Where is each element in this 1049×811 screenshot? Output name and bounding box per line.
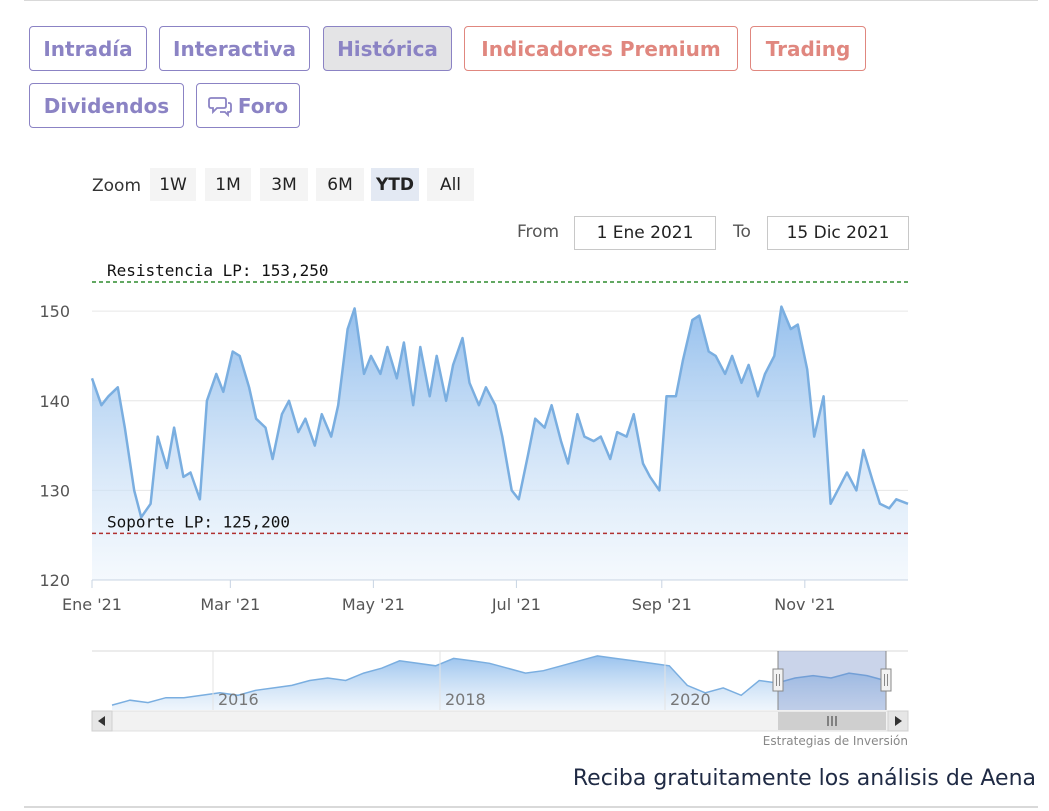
zoom-label: Zoom [92, 176, 142, 196]
price-area-fill [92, 306, 908, 580]
navigator[interactable]: 2016 2018 2020 [91, 650, 909, 732]
scroll-left-arrow-icon [98, 716, 105, 726]
navigator-year-label: 2018 [445, 690, 486, 709]
tab-foro[interactable]: Foro [196, 83, 300, 128]
y-tick-label: 130 [39, 481, 70, 500]
y-tick-label: 120 [39, 571, 70, 590]
navigator-year-label: 2016 [218, 690, 259, 709]
y-tick-label: 140 [39, 392, 70, 411]
zoom-ytd-button[interactable]: YTD [371, 168, 419, 201]
from-label: From [517, 222, 560, 242]
tab-label: Interactiva [173, 36, 296, 61]
support-label: Soporte LP: 125,200 [107, 512, 290, 531]
navigator-handle [880, 668, 892, 692]
tab-label: Intradía [43, 36, 133, 61]
chart-credit: Estrategias de Inversión [762, 734, 908, 748]
tab-trading[interactable]: Trading [750, 26, 866, 71]
tab-label: Indicadores Premium [481, 36, 721, 61]
top-divider [24, 0, 1038, 1]
x-tick-label: Nov '21 [774, 595, 835, 614]
navigator-line [111, 655, 886, 706]
tab-historica[interactable]: Histórica [323, 26, 452, 71]
reference-lines: Resistencia LP: 153,250 Soporte LP: 125,2… [92, 261, 908, 535]
x-tick-label: Sep '21 [632, 595, 692, 614]
x-tick-label: Jul '21 [491, 595, 541, 614]
zoom-1m-button[interactable]: 1M [205, 168, 251, 201]
tab-label: Histórica [337, 36, 438, 61]
bottom-divider [24, 806, 1038, 808]
tab-intradia[interactable]: Intradía [29, 26, 147, 71]
navigator-year-label: 2020 [670, 690, 711, 709]
navigator-handle [772, 668, 784, 692]
tab-dividendos[interactable]: Dividendos [29, 83, 184, 128]
chat-bubbles-icon [207, 95, 232, 117]
tab-label: Trading [765, 36, 851, 61]
y-axis: 120 130 140 150 [39, 302, 70, 590]
x-tick-label: Mar '21 [200, 595, 260, 614]
to-date-input[interactable]: 15 Dic 2021 [767, 216, 909, 250]
tab-indicadores-premium[interactable]: Indicadores Premium [464, 26, 738, 71]
zoom-all-button[interactable]: All [427, 168, 474, 201]
from-date-input[interactable]: 1 Ene 2021 [574, 216, 716, 250]
to-label: To [733, 222, 751, 242]
zoom-3m-button[interactable]: 3M [260, 168, 308, 201]
price-area [90, 305, 909, 580]
x-axis: Ene '21 Mar '21 May '21 Jul '21 Sep '21 Nov '… [62, 579, 908, 614]
tab-label: Dividendos [43, 93, 170, 118]
tab-label: Foro [237, 93, 289, 118]
x-tick-label: May '21 [342, 595, 405, 614]
resistance-label: Resistencia LP: 153,250 [107, 261, 329, 280]
zoom-6m-button[interactable]: 6M [316, 168, 364, 201]
cta-text: Reciba gratuitamente los análisis de Aen… [572, 766, 1036, 791]
zoom-1w-button[interactable]: 1W [150, 168, 196, 201]
scroll-right-arrow-icon [895, 716, 902, 726]
x-tick-label: Ene '21 [62, 595, 122, 614]
navigator-selection [778, 651, 886, 710]
tab-interactiva[interactable]: Interactiva [159, 26, 310, 71]
navigator-area [112, 655, 885, 710]
y-tick-label: 150 [39, 302, 70, 321]
price-line [90, 305, 909, 519]
